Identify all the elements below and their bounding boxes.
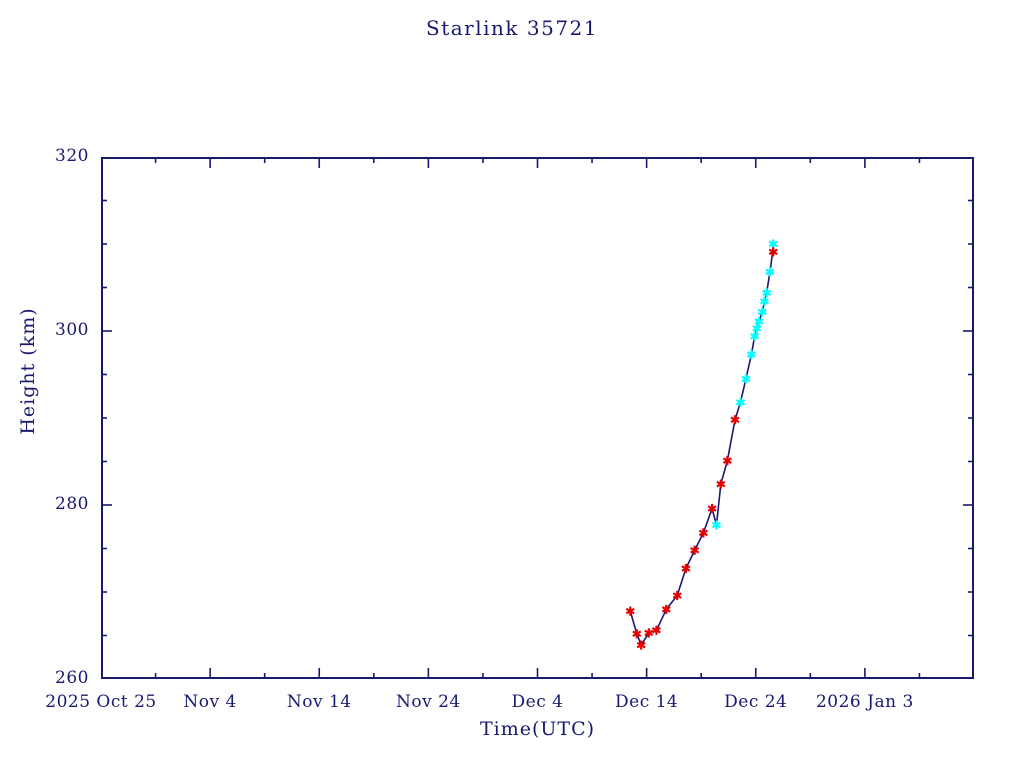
y-tick-label: 280 — [55, 494, 89, 514]
predicted-markers — [711, 239, 778, 530]
observed-markers — [625, 247, 778, 650]
x-axis-title: Time(UTC) — [479, 718, 596, 740]
x-tick-label: Dec 4 — [511, 692, 564, 712]
data-point-predicted — [711, 520, 721, 530]
data-point-predicted — [757, 307, 767, 317]
data-point-observed — [632, 629, 642, 639]
data-point-observed — [707, 503, 717, 514]
data-line — [629, 248, 775, 647]
data-point-observed — [661, 604, 671, 614]
data-point-predicted — [765, 267, 775, 277]
data-point-observed — [730, 415, 740, 425]
data-point-observed — [625, 606, 635, 616]
y-axis-title: Height (km) — [17, 307, 39, 435]
plot-area — [101, 157, 974, 679]
data-point-observed — [768, 247, 778, 257]
data-point-predicted — [759, 296, 770, 307]
data-point-predicted — [768, 239, 778, 249]
y-tick-label: 300 — [55, 320, 89, 340]
data-point-predicted — [762, 288, 772, 298]
data-point-observed — [716, 479, 726, 489]
x-tick-label: Nov 4 — [183, 692, 237, 712]
data-point-observed — [644, 628, 654, 638]
x-axis-minor-ticks — [154, 157, 974, 679]
data-point-predicted — [752, 323, 762, 333]
y-tick-label: 260 — [55, 668, 89, 688]
data-point-predicted — [746, 349, 756, 360]
x-axis-major-ticks — [101, 157, 866, 679]
data-point-observed — [681, 563, 691, 574]
data-point-predicted — [754, 316, 764, 327]
x-tick-label: Dec 14 — [615, 692, 679, 712]
x-tick-label: Nov 24 — [396, 692, 461, 712]
x-tick-label: 2026 Jan 3 — [815, 692, 914, 712]
x-axis-tick-labels: 2025 Oct 25 Nov 4 Nov 14 Nov 24 Dec 4 Dec 14 D… — [0, 692, 1024, 718]
data-point-observed — [690, 545, 700, 555]
y-tick-label: 320 — [55, 146, 89, 166]
data-point-observed — [651, 625, 661, 635]
data-point-predicted — [750, 331, 760, 341]
data-point-observed — [698, 528, 708, 538]
data-point-predicted — [735, 397, 746, 407]
data-point-observed — [672, 590, 682, 601]
page-title: Starlink 35721 — [426, 16, 598, 40]
data-point-observed — [636, 640, 646, 650]
x-tick-label: Dec 24 — [724, 692, 788, 712]
data-point-predicted — [741, 374, 751, 384]
data-point-observed — [722, 456, 732, 466]
x-tick-label: 2025 Oct 25 — [45, 692, 157, 712]
y-axis-minor-ticks — [101, 199, 974, 637]
x-tick-label: Nov 14 — [286, 692, 352, 712]
y-axis-major-ticks — [101, 157, 974, 679]
